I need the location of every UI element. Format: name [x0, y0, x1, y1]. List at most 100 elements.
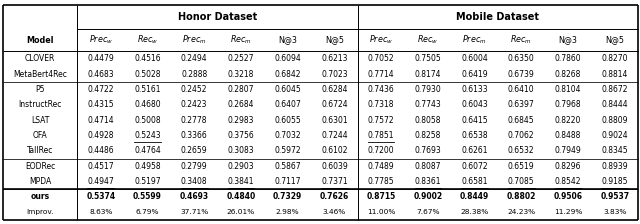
Text: 0.3756: 0.3756 [228, 131, 254, 140]
Text: 0.2778: 0.2778 [181, 116, 207, 125]
Text: 0.4764: 0.4764 [134, 146, 161, 155]
Text: 0.7851: 0.7851 [368, 131, 394, 140]
Text: 0.5197: 0.5197 [134, 177, 161, 186]
Text: 0.4722: 0.4722 [88, 85, 114, 94]
Text: $Rec_m$: $Rec_m$ [230, 34, 252, 46]
Text: 0.8802: 0.8802 [507, 192, 536, 201]
Text: 3.46%: 3.46% [323, 209, 346, 215]
Text: 0.7626: 0.7626 [320, 192, 349, 201]
Text: 11.29%: 11.29% [554, 209, 582, 215]
Text: 0.6845: 0.6845 [508, 116, 534, 125]
Text: 0.7032: 0.7032 [275, 131, 301, 140]
Text: 0.8174: 0.8174 [415, 70, 441, 79]
Text: 0.6415: 0.6415 [461, 116, 488, 125]
Text: 0.2659: 0.2659 [181, 146, 207, 155]
Text: 0.7930: 0.7930 [415, 85, 441, 94]
Text: TallRec: TallRec [27, 146, 53, 155]
Text: Improv.: Improv. [26, 209, 54, 215]
Text: 0.4840: 0.4840 [227, 192, 255, 201]
Text: 0.7968: 0.7968 [555, 100, 581, 109]
Text: 0.5374: 0.5374 [86, 192, 115, 201]
Text: 0.8268: 0.8268 [555, 70, 581, 79]
Text: 0.4479: 0.4479 [88, 54, 114, 63]
Text: 0.6045: 0.6045 [275, 85, 301, 94]
Text: 0.2903: 0.2903 [228, 162, 254, 171]
Text: 0.9537: 0.9537 [600, 192, 629, 201]
Text: 0.8542: 0.8542 [555, 177, 581, 186]
Text: CLOVER: CLOVER [25, 54, 55, 63]
Text: EODRec: EODRec [25, 162, 55, 171]
Text: 0.8270: 0.8270 [602, 54, 628, 63]
Text: 2.98%: 2.98% [276, 209, 300, 215]
Text: 3.83%: 3.83% [603, 209, 627, 215]
Text: 0.8345: 0.8345 [602, 146, 628, 155]
Text: 0.5972: 0.5972 [275, 146, 301, 155]
Text: 0.7714: 0.7714 [368, 70, 394, 79]
Text: 0.7505: 0.7505 [415, 54, 441, 63]
Text: 0.8296: 0.8296 [555, 162, 581, 171]
Text: 26.01%: 26.01% [227, 209, 255, 215]
Text: ours: ours [31, 192, 49, 201]
Text: 0.8361: 0.8361 [415, 177, 441, 186]
Text: 0.7052: 0.7052 [368, 54, 394, 63]
Text: 7.67%: 7.67% [416, 209, 440, 215]
Text: 0.6102: 0.6102 [321, 146, 348, 155]
Text: 0.4928: 0.4928 [88, 131, 114, 140]
Text: 0.2452: 0.2452 [181, 85, 207, 94]
Text: 0.8449: 0.8449 [460, 192, 489, 201]
Text: 0.6538: 0.6538 [461, 131, 488, 140]
Text: 0.2684: 0.2684 [228, 100, 254, 109]
Text: 0.7436: 0.7436 [368, 85, 394, 94]
Text: N@3: N@3 [559, 36, 577, 45]
Text: 0.4947: 0.4947 [88, 177, 114, 186]
Text: 0.2799: 0.2799 [181, 162, 207, 171]
Text: 0.4315: 0.4315 [88, 100, 114, 109]
Text: 0.9185: 0.9185 [602, 177, 628, 186]
Text: $Prec_w$: $Prec_w$ [89, 34, 113, 46]
Text: Mobile Dataset: Mobile Dataset [456, 12, 540, 22]
Text: 0.2527: 0.2527 [228, 54, 254, 63]
Text: 0.6284: 0.6284 [321, 85, 348, 94]
Text: 0.2807: 0.2807 [228, 85, 254, 94]
Text: 0.6532: 0.6532 [508, 146, 534, 155]
Text: 0.7318: 0.7318 [368, 100, 394, 109]
Text: 0.6419: 0.6419 [461, 70, 488, 79]
Text: 0.7200: 0.7200 [368, 146, 394, 155]
Text: 0.4958: 0.4958 [134, 162, 161, 171]
Text: 0.8104: 0.8104 [555, 85, 581, 94]
Text: P5: P5 [35, 85, 45, 94]
Text: 0.7117: 0.7117 [275, 177, 301, 186]
Text: 0.9506: 0.9506 [554, 192, 582, 201]
Text: 0.8939: 0.8939 [602, 162, 628, 171]
Text: 0.4486: 0.4486 [88, 146, 114, 155]
Text: 0.6039: 0.6039 [321, 162, 348, 171]
Text: 0.8444: 0.8444 [602, 100, 628, 109]
Text: $Rec_w$: $Rec_w$ [137, 34, 158, 46]
Text: LSAT: LSAT [31, 116, 49, 125]
Text: 0.6739: 0.6739 [508, 70, 534, 79]
Text: 0.7693: 0.7693 [415, 146, 441, 155]
Text: 0.6004: 0.6004 [461, 54, 488, 63]
Text: 0.2888: 0.2888 [181, 70, 207, 79]
Text: 0.6261: 0.6261 [461, 146, 488, 155]
Text: 0.7949: 0.7949 [555, 146, 581, 155]
Text: 0.7023: 0.7023 [321, 70, 348, 79]
Text: 0.6842: 0.6842 [275, 70, 301, 79]
Text: 0.8087: 0.8087 [415, 162, 441, 171]
Text: 0.2423: 0.2423 [181, 100, 207, 109]
Text: 0.4693: 0.4693 [180, 192, 209, 201]
Text: $Prec_m$: $Prec_m$ [462, 34, 487, 46]
Text: 0.4680: 0.4680 [134, 100, 161, 109]
Text: N@3: N@3 [278, 36, 297, 45]
Text: 0.4714: 0.4714 [88, 116, 114, 125]
Text: 0.6397: 0.6397 [508, 100, 534, 109]
Text: 0.3218: 0.3218 [228, 70, 254, 79]
Text: 0.6072: 0.6072 [461, 162, 488, 171]
Text: InstructRec: InstructRec [19, 100, 61, 109]
Text: 0.6724: 0.6724 [321, 100, 348, 109]
Text: 0.2494: 0.2494 [181, 54, 207, 63]
Text: 0.6301: 0.6301 [321, 116, 348, 125]
Text: 0.8488: 0.8488 [555, 131, 581, 140]
Text: 0.8220: 0.8220 [555, 116, 581, 125]
Text: 0.6055: 0.6055 [275, 116, 301, 125]
